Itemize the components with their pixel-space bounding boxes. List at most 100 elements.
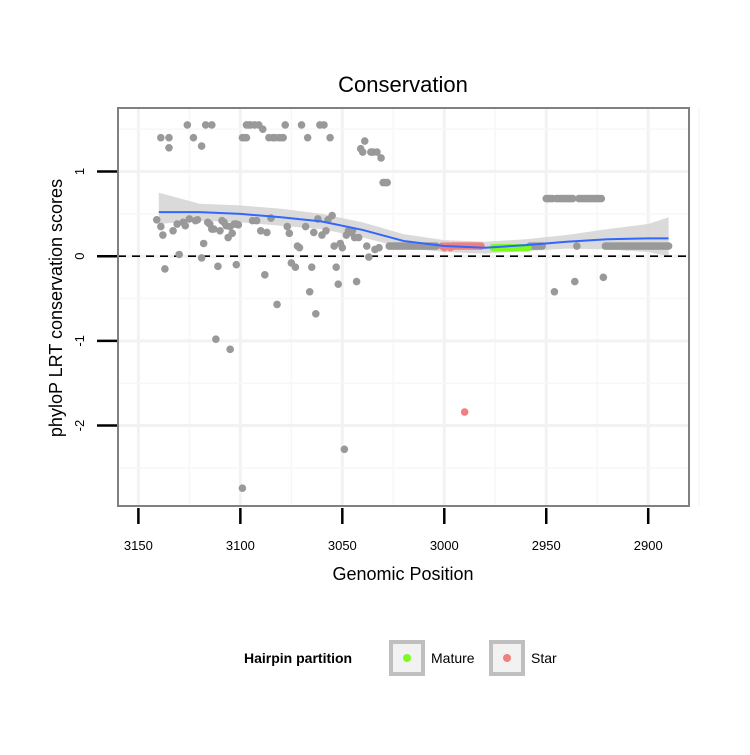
- point: [157, 133, 165, 142]
- y-tick-label: 1: [72, 168, 87, 175]
- point: [279, 133, 287, 142]
- point: [326, 133, 334, 142]
- x-tick-label: 3100: [226, 538, 255, 553]
- point: [338, 243, 347, 252]
- point: [312, 309, 320, 318]
- point: [375, 243, 383, 252]
- y-tick-label: -2: [72, 420, 87, 432]
- point: [283, 222, 292, 231]
- point: [173, 220, 181, 228]
- point: [189, 133, 198, 142]
- point: [165, 133, 173, 142]
- point: [193, 215, 202, 224]
- point: [383, 178, 391, 187]
- point: [234, 221, 243, 229]
- point: [252, 216, 261, 225]
- point: [159, 231, 167, 239]
- point: [183, 121, 192, 129]
- legend-key-star: [503, 654, 511, 662]
- point: [161, 265, 169, 273]
- point: [340, 445, 349, 454]
- point: [307, 263, 316, 272]
- point: [258, 125, 267, 133]
- point: [352, 277, 361, 286]
- point: [210, 225, 218, 233]
- point: [256, 226, 265, 235]
- point: [261, 271, 269, 279]
- x-tick-label: 3050: [328, 538, 357, 553]
- x-axis-label: Genomic Position: [332, 564, 473, 584]
- point: [334, 280, 343, 288]
- point: [285, 229, 294, 238]
- point: [377, 154, 385, 162]
- confidence-band: [158, 192, 669, 257]
- point: [197, 142, 206, 150]
- point: [216, 226, 224, 235]
- point: [365, 253, 373, 261]
- point: [573, 242, 581, 250]
- point: [305, 287, 314, 296]
- plot-border: [117, 107, 690, 507]
- point: [297, 121, 306, 129]
- point: [322, 226, 330, 235]
- point: [303, 133, 312, 142]
- point: [330, 242, 338, 250]
- legend-key-mature: [403, 654, 411, 662]
- point: [362, 242, 371, 250]
- point: [597, 194, 606, 203]
- point: [295, 243, 304, 252]
- legend-title: Hairpin partition: [244, 650, 352, 666]
- point: [281, 121, 290, 129]
- point: [169, 226, 177, 235]
- point: [273, 300, 281, 309]
- plot-area: 1 0 -1 -2 3150 3100 3050 3000 2950 2900: [72, 107, 700, 553]
- point: [152, 215, 161, 224]
- point: [232, 260, 241, 269]
- point: [212, 335, 220, 343]
- chart-title: Conservation: [338, 72, 468, 97]
- x-tick-label: 3000: [430, 538, 459, 553]
- point: [328, 211, 336, 220]
- point: [208, 121, 216, 129]
- legend-label-star: Star: [531, 650, 557, 666]
- plot-background: [118, 108, 689, 506]
- y-axis-label: phyloP LRT conservation scores: [46, 179, 66, 437]
- point: [181, 221, 190, 230]
- point: [185, 215, 194, 223]
- point: [568, 194, 577, 203]
- point: [197, 254, 206, 262]
- legend-label-mature: Mature: [431, 650, 475, 666]
- point: [175, 250, 183, 259]
- x-tick-label: 2900: [634, 538, 663, 553]
- point: [664, 242, 673, 250]
- smooth-line: [158, 211, 669, 249]
- point: [373, 148, 381, 156]
- point: [320, 121, 328, 129]
- point: [358, 148, 367, 156]
- point: [332, 263, 341, 272]
- point: [360, 137, 369, 145]
- point: [165, 144, 173, 152]
- point: [301, 222, 310, 231]
- point: [571, 277, 579, 286]
- y-tick-label: -1: [72, 335, 87, 347]
- point: [228, 229, 236, 238]
- point: [238, 484, 247, 493]
- y-tick-label: 0: [72, 253, 87, 260]
- point: [214, 262, 222, 271]
- point-star: [460, 408, 469, 416]
- point: [226, 345, 234, 354]
- point: [199, 239, 208, 248]
- point: [157, 222, 165, 231]
- point: [599, 273, 608, 282]
- point: [550, 287, 559, 296]
- x-tick-label: 3150: [124, 538, 153, 553]
- point: [309, 228, 318, 237]
- point: [201, 121, 210, 129]
- point: [354, 233, 363, 242]
- point: [242, 133, 251, 142]
- point-star: [477, 242, 485, 250]
- point: [291, 263, 300, 272]
